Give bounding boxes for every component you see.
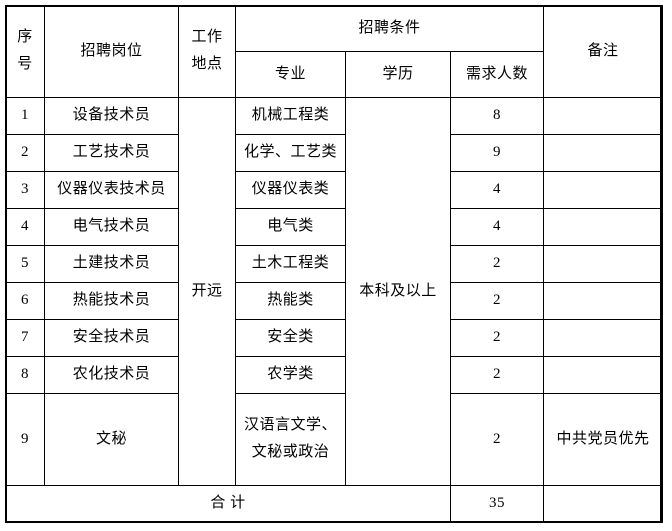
table-row: 6 热能技术员 热能类 2 bbox=[5, 281, 664, 321]
table-row: 3 仪器仪表技术员 仪器仪表类 4 bbox=[5, 170, 664, 209]
recruitment-table: 序 号 招聘岗位 工作 地点 招聘条件 备注 专业 学历 需求人数 1 bbox=[5, 5, 664, 524]
cell-seq: 3 bbox=[5, 170, 45, 209]
header-education: 学历 bbox=[345, 50, 451, 98]
cell-major: 仪器仪表类 bbox=[235, 170, 346, 209]
table-header-row-1: 序 号 招聘岗位 工作 地点 招聘条件 备注 bbox=[5, 5, 664, 98]
cell-headcount: 2 bbox=[449, 318, 545, 358]
cell-remark bbox=[543, 244, 664, 283]
cell-major-line2: 文秘或政治 bbox=[251, 444, 330, 461]
header-location: 工作 地点 bbox=[178, 5, 236, 98]
total-label: 合 计 bbox=[5, 484, 451, 524]
cell-education-merged: 本科及以上 bbox=[345, 96, 451, 486]
total-headcount: 35 bbox=[449, 484, 545, 524]
header-seq: 序 号 bbox=[5, 5, 45, 98]
cell-post: 热能技术员 bbox=[44, 281, 179, 321]
header-remark: 备注 bbox=[543, 5, 664, 98]
cell-remark bbox=[543, 281, 664, 321]
table-row: 1 设备技术员 开远 机械工程类 本科及以上 8 bbox=[5, 96, 664, 486]
cell-post: 仪器仪表技术员 bbox=[44, 170, 179, 209]
cell-seq: 8 bbox=[5, 356, 45, 395]
header-seq-line2: 号 bbox=[17, 56, 33, 73]
cell-post: 工艺技术员 bbox=[44, 133, 179, 172]
cell-major: 汉语言文学、 文秘或政治 bbox=[235, 393, 346, 486]
cell-post: 电气技术员 bbox=[44, 207, 179, 246]
header-location-line1: 工作 bbox=[191, 28, 223, 45]
cell-remark bbox=[543, 96, 664, 135]
cell-post: 文秘 bbox=[44, 393, 179, 486]
header-headcount: 需求人数 bbox=[449, 50, 545, 98]
header-conditions-group: 招聘条件 bbox=[234, 5, 545, 52]
table-row: 7 安全技术员 安全类 2 bbox=[5, 318, 664, 358]
table-header-row-2: 专业 学历 需求人数 bbox=[6, 50, 663, 98]
cell-seq: 2 bbox=[5, 133, 45, 172]
table-total-row: 合 计 35 bbox=[5, 484, 664, 524]
header-location-line2: 地点 bbox=[191, 56, 223, 73]
cell-seq: 4 bbox=[5, 207, 45, 246]
cell-seq: 6 bbox=[5, 281, 45, 321]
cell-post: 农化技术员 bbox=[44, 356, 179, 395]
cell-major-line1: 汉语言文学、 bbox=[243, 416, 337, 433]
cell-seq: 7 bbox=[5, 318, 45, 358]
cell-headcount: 2 bbox=[449, 356, 545, 395]
cell-location-merged: 开远 bbox=[178, 96, 236, 486]
header-major: 专业 bbox=[235, 50, 346, 98]
cell-headcount: 9 bbox=[449, 133, 545, 172]
cell-headcount: 2 bbox=[449, 281, 545, 321]
cell-remark bbox=[543, 318, 664, 358]
cell-major: 农学类 bbox=[235, 356, 346, 395]
cell-headcount: 4 bbox=[449, 207, 545, 246]
header-seq-line1: 序 bbox=[17, 28, 33, 45]
cell-remark bbox=[543, 356, 664, 395]
cell-seq: 9 bbox=[5, 393, 45, 486]
cell-remark bbox=[543, 133, 664, 172]
total-remark bbox=[543, 484, 664, 524]
cell-major: 电气类 bbox=[235, 207, 346, 246]
cell-post: 安全技术员 bbox=[44, 318, 179, 358]
table-row: 8 农化技术员 农学类 2 bbox=[5, 356, 664, 395]
cell-headcount: 8 bbox=[449, 96, 545, 135]
cell-remark bbox=[543, 170, 664, 209]
cell-major: 土木工程类 bbox=[235, 244, 346, 283]
table-row: 9 文秘 汉语言文学、 文秘或政治 2 中共党员优先 bbox=[5, 393, 664, 486]
cell-remark: 中共党员优先 bbox=[543, 393, 664, 486]
cell-headcount: 4 bbox=[449, 170, 545, 209]
table-row: 4 电气技术员 电气类 4 bbox=[5, 207, 664, 246]
cell-remark bbox=[543, 207, 664, 246]
cell-major: 化学、工艺类 bbox=[235, 133, 346, 172]
cell-post: 土建技术员 bbox=[44, 244, 179, 283]
table-row: 5 土建技术员 土木工程类 2 bbox=[5, 244, 664, 283]
cell-headcount: 2 bbox=[449, 393, 545, 486]
cell-headcount: 2 bbox=[449, 244, 545, 283]
cell-major: 机械工程类 bbox=[235, 96, 346, 135]
cell-seq: 1 bbox=[5, 96, 45, 135]
cell-seq: 5 bbox=[5, 244, 45, 283]
cell-major: 热能类 bbox=[235, 281, 346, 321]
cell-major: 安全类 bbox=[235, 318, 346, 358]
header-post: 招聘岗位 bbox=[44, 5, 179, 98]
cell-post: 设备技术员 bbox=[44, 96, 179, 135]
table-row: 2 工艺技术员 化学、工艺类 9 bbox=[5, 133, 664, 172]
